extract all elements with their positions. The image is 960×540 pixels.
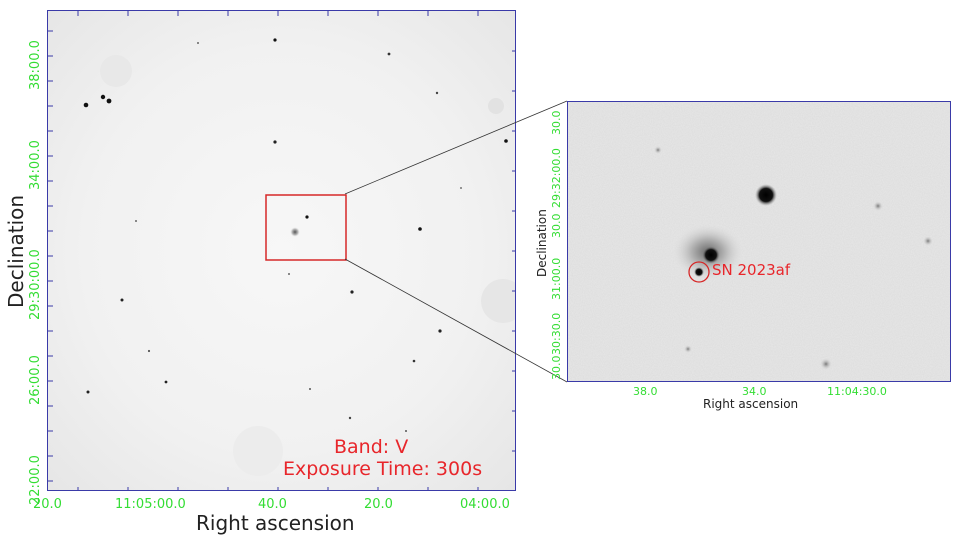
zoom-y-tick-1: 30.0: [550, 110, 563, 136]
main-x-tick-3: 40.0: [258, 497, 287, 512]
main-x-tick-2: 11:05:00.0: [115, 497, 186, 512]
zoom-x-tick-3: 11:04:30.0: [827, 385, 887, 398]
main-y-axis-title: Declination: [4, 194, 28, 308]
main-x-tick-1: 20.0: [33, 497, 62, 512]
wide-field-stars: [48, 11, 515, 490]
main-y-tick-5: 22:00.0: [28, 455, 43, 505]
sn-label: SN 2023af: [712, 261, 791, 279]
zoom-y-tick-3: 30.0: [550, 213, 563, 239]
zoom-y-tick-4: 31:00.0: [550, 257, 563, 300]
exposure-label: Exposure Time: 300s: [283, 458, 483, 480]
main-x-tick-5: 04:00.0: [460, 497, 510, 512]
main-y-tick-4: 26:00.0: [28, 355, 43, 405]
zoom-inset-image: [567, 101, 951, 382]
zoom-x-axis-title: Right ascension: [703, 397, 799, 411]
zoom-x-tick-1: 38.0: [633, 385, 658, 398]
zoom-stars: [568, 102, 950, 381]
zoom-region-box: [265, 194, 347, 261]
band-label: Band: V: [334, 436, 409, 458]
sn-circle-marker: [688, 261, 710, 283]
wide-field-image: [47, 10, 516, 491]
main-x-tick-4: 20.0: [364, 497, 393, 512]
main-y-tick-2: 34:00.0: [28, 140, 43, 190]
main-x-axis-title: Right ascension: [196, 511, 355, 535]
zoom-y-axis-title: Declination: [535, 209, 549, 277]
zoom-y-tick-5: 30:30.0: [550, 312, 563, 355]
zoom-y-tick-2: 29:32:00.0: [550, 148, 563, 208]
main-y-tick-3: 29:30:00.0: [28, 249, 43, 320]
zoom-y-tick-6: 30.0: [550, 355, 563, 381]
main-y-tick-1: 38:00.0: [28, 40, 43, 90]
zoom-x-tick-2: 34.0: [742, 385, 767, 398]
